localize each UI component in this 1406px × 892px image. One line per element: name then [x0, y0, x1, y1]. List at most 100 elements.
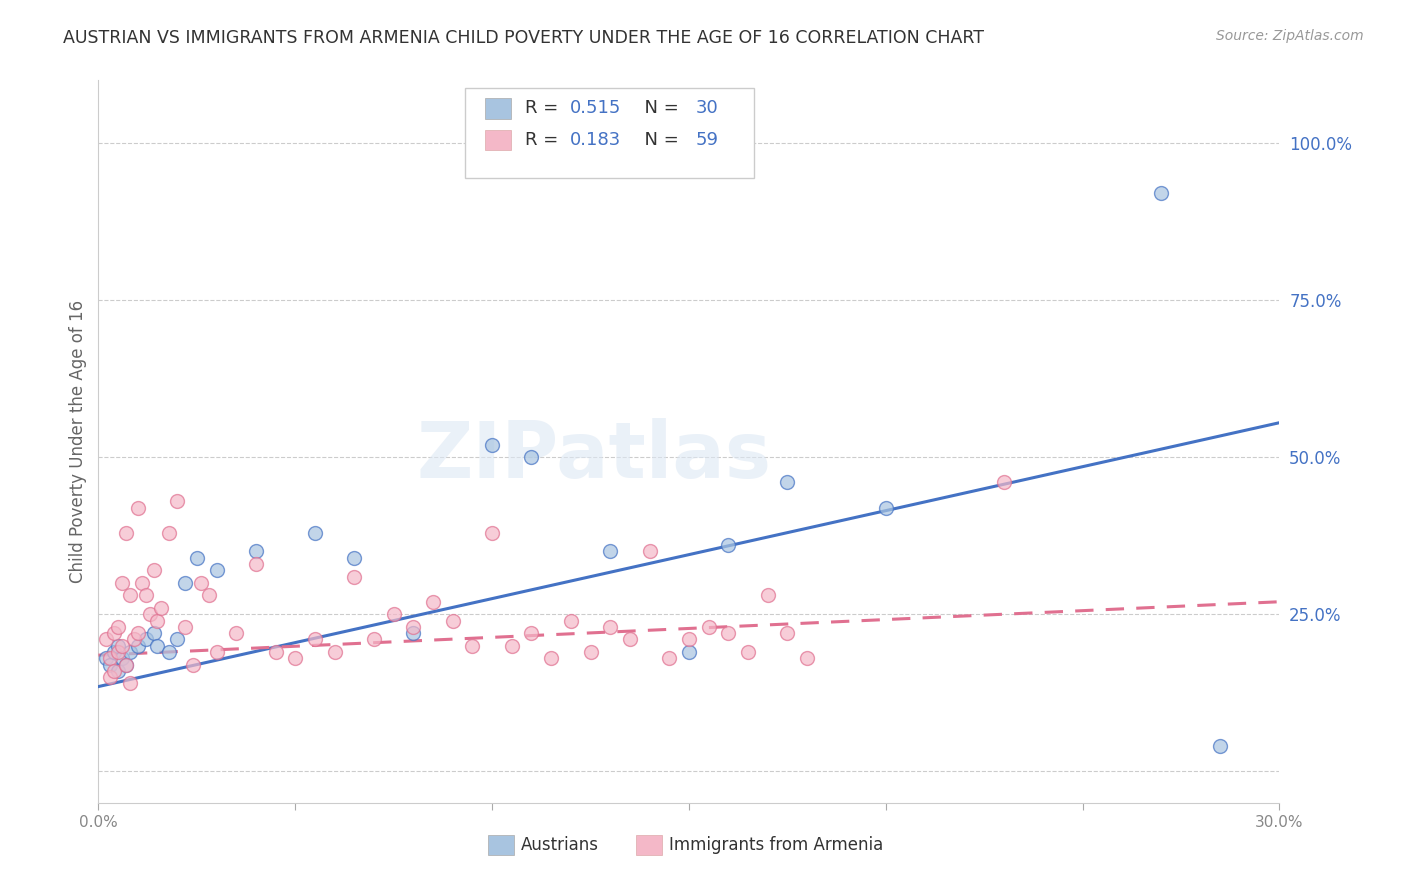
Point [166, 494, 188, 508]
Point [501, 639, 523, 653]
Point [115, 657, 138, 672]
Point [135, 589, 157, 603]
Point [1209, 739, 1232, 754]
Text: ZIPatlas: ZIPatlas [418, 418, 772, 494]
Point [122, 632, 145, 647]
Point [138, 607, 160, 622]
Point [461, 639, 484, 653]
Text: R =: R = [524, 99, 564, 117]
Point [107, 645, 129, 659]
Point [343, 569, 366, 583]
Point [111, 575, 134, 590]
Point [697, 620, 720, 634]
Point [737, 645, 759, 659]
Point [993, 475, 1015, 490]
Point [402, 620, 425, 634]
Point [323, 645, 346, 659]
Point [107, 620, 129, 634]
Point [142, 626, 165, 640]
Point [115, 525, 138, 540]
Text: AUSTRIAN VS IMMIGRANTS FROM ARMENIA CHILD POVERTY UNDER THE AGE OF 16 CORRELATIO: AUSTRIAN VS IMMIGRANTS FROM ARMENIA CHIL… [63, 29, 984, 46]
Point [481, 438, 503, 452]
Point [599, 620, 621, 634]
Point [96, 632, 118, 647]
Point [245, 544, 267, 558]
Point [245, 557, 267, 571]
Text: Austrians: Austrians [522, 836, 599, 854]
Point [190, 575, 212, 590]
Point [441, 614, 464, 628]
Point [638, 544, 661, 558]
Point [599, 544, 621, 558]
Text: 30: 30 [696, 99, 718, 117]
Point [225, 626, 247, 640]
Point [98, 670, 121, 684]
Point [284, 651, 307, 665]
Point [264, 645, 287, 659]
Point [146, 639, 169, 653]
Point [181, 657, 204, 672]
Point [875, 500, 897, 515]
Point [118, 645, 141, 659]
FancyBboxPatch shape [485, 129, 510, 151]
Text: 0.183: 0.183 [569, 131, 621, 149]
Point [135, 632, 157, 647]
Point [678, 632, 700, 647]
Point [304, 632, 326, 647]
Point [678, 645, 700, 659]
Y-axis label: Child Poverty Under the Age of 16: Child Poverty Under the Age of 16 [69, 300, 87, 583]
Point [756, 589, 779, 603]
Point [520, 450, 543, 465]
Point [103, 664, 125, 678]
Point [579, 645, 602, 659]
Point [111, 639, 134, 653]
Point [127, 500, 149, 515]
Point [146, 614, 169, 628]
Point [776, 475, 799, 490]
Point [717, 538, 740, 552]
Point [98, 657, 121, 672]
Point [103, 645, 125, 659]
Point [174, 620, 197, 634]
Point [150, 601, 173, 615]
Text: R =: R = [524, 131, 564, 149]
Point [127, 639, 149, 653]
Text: N =: N = [634, 99, 685, 117]
FancyBboxPatch shape [636, 835, 662, 855]
Point [142, 563, 165, 577]
Point [131, 575, 153, 590]
Point [107, 664, 129, 678]
Point [205, 645, 228, 659]
Point [111, 651, 134, 665]
Point [166, 632, 188, 647]
Point [107, 639, 129, 653]
Point [619, 632, 641, 647]
Point [481, 525, 503, 540]
Point [96, 651, 118, 665]
Point [118, 676, 141, 690]
Point [658, 651, 681, 665]
Point [127, 626, 149, 640]
Point [174, 575, 197, 590]
Point [118, 589, 141, 603]
Point [776, 626, 799, 640]
Point [98, 651, 121, 665]
Point [343, 550, 366, 565]
Text: 59: 59 [696, 131, 718, 149]
Text: N =: N = [634, 131, 685, 149]
FancyBboxPatch shape [464, 87, 754, 178]
Point [186, 550, 208, 565]
Point [717, 626, 740, 640]
Point [560, 614, 582, 628]
Point [1150, 186, 1173, 201]
Point [363, 632, 385, 647]
FancyBboxPatch shape [488, 835, 515, 855]
Text: Source: ZipAtlas.com: Source: ZipAtlas.com [1216, 29, 1364, 43]
Point [382, 607, 405, 622]
Point [540, 651, 562, 665]
Point [205, 563, 228, 577]
Point [520, 626, 543, 640]
Text: Immigrants from Armenia: Immigrants from Armenia [669, 836, 883, 854]
Point [304, 525, 326, 540]
Point [157, 645, 180, 659]
